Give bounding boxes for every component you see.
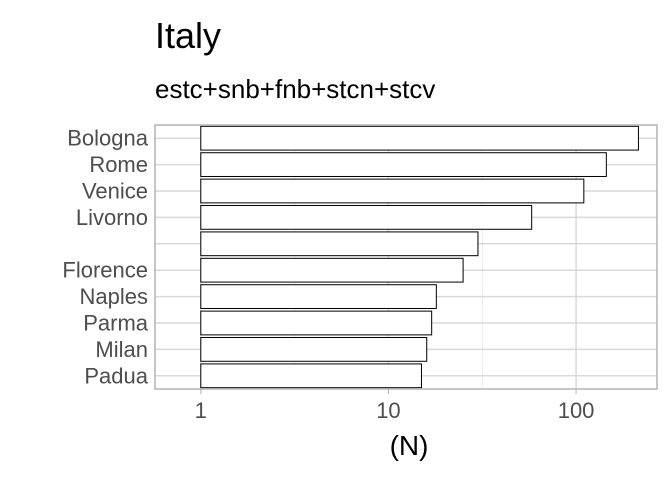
category-label: Milan bbox=[95, 337, 148, 362]
x-tick-label: 1 bbox=[195, 398, 207, 423]
bar bbox=[200, 178, 585, 204]
category-label: Florence bbox=[62, 258, 148, 283]
category-label: Livorno bbox=[76, 205, 148, 230]
bar bbox=[200, 257, 464, 283]
x-tick-label: 100 bbox=[558, 398, 595, 423]
x-axis-title: (N) bbox=[390, 430, 429, 461]
bars bbox=[200, 125, 639, 389]
bar bbox=[200, 205, 533, 230]
chart-subtitle: estc+snb+fnb+stcn+stcv bbox=[155, 74, 435, 104]
category-label: Parma bbox=[83, 311, 149, 336]
category-label: Padua bbox=[84, 363, 148, 388]
bar bbox=[200, 231, 479, 257]
chart-title: Italy bbox=[155, 15, 221, 56]
bar bbox=[200, 363, 422, 389]
bar bbox=[200, 310, 433, 336]
bar bbox=[200, 152, 607, 177]
bar bbox=[200, 125, 639, 151]
panel-border bbox=[154, 124, 658, 390]
category-label: Venice bbox=[82, 179, 148, 204]
x-axis-ticks: 1 10 100 bbox=[195, 389, 595, 423]
category-label: Bologna bbox=[67, 126, 149, 151]
category-label: Naples bbox=[80, 284, 148, 309]
category-labels: BolognaRomeVeniceLivornoFlorenceNaplesPa… bbox=[62, 126, 148, 389]
bar bbox=[200, 337, 428, 362]
bar bbox=[200, 284, 437, 309]
category-label: Rome bbox=[89, 152, 148, 177]
x-tick-label: 10 bbox=[376, 398, 400, 423]
